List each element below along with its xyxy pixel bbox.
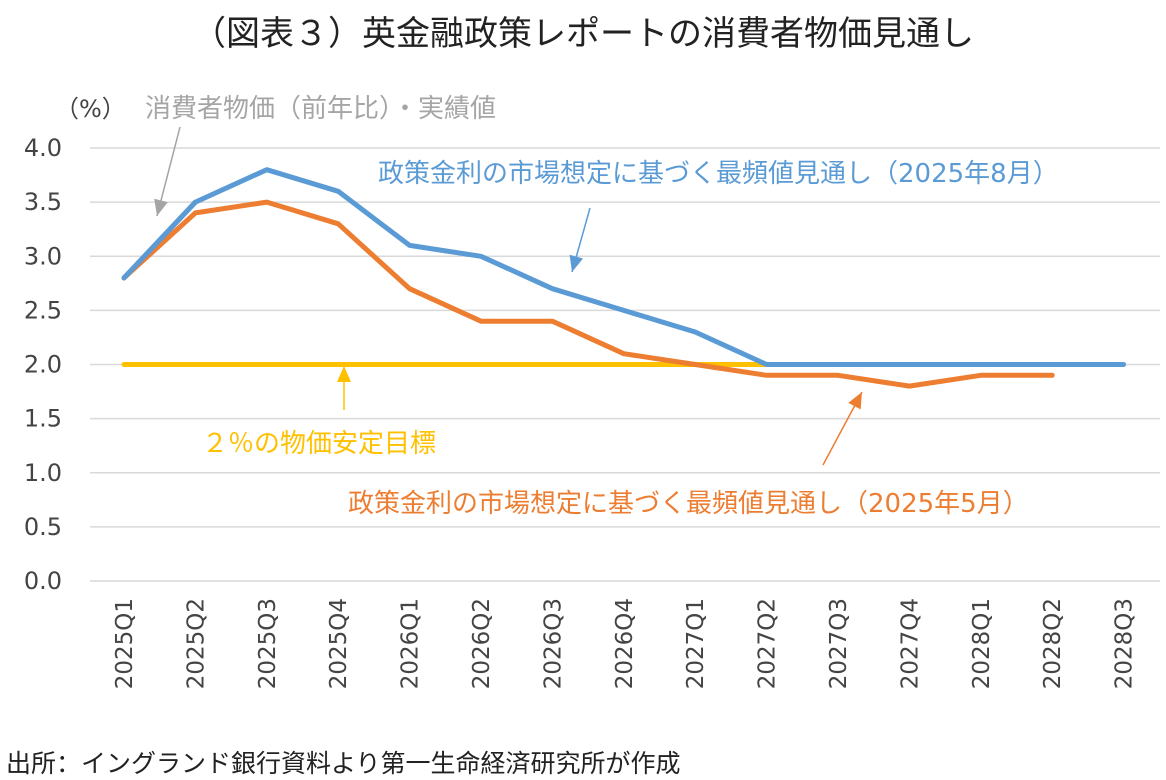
arrow-head xyxy=(337,366,351,382)
x-tick-label: 2027Q4 xyxy=(897,598,923,689)
annotation-aug: 政策金利の市場想定に基づく最頻値見通し（2025年8月） xyxy=(378,159,1059,189)
annotation-target: ２％の物価安定目標 xyxy=(202,429,436,459)
x-tick-label: 2028Q2 xyxy=(1040,598,1066,689)
x-tick-label: 2027Q3 xyxy=(826,598,852,689)
y-tick-label: 2.5 xyxy=(24,296,62,324)
series-line xyxy=(121,199,1055,389)
y-tick-label: 4.0 xyxy=(24,134,62,162)
annotation-actual: 消費者物価（前年比）・実績値 xyxy=(145,94,496,124)
y-tick-label: 0.0 xyxy=(24,567,62,595)
y-axis-ticks: 0.0 0.5 1.0 1.5 2.0 2.5 3.0 3.5 4.0 xyxy=(24,134,62,595)
x-tick-label: 2026Q2 xyxy=(469,598,495,689)
y-tick-label: 1.5 xyxy=(24,405,62,433)
y-tick-label: 0.5 xyxy=(24,513,62,541)
series-line xyxy=(121,167,1127,367)
x-tick-label: 2026Q3 xyxy=(540,598,566,689)
arrow-head xyxy=(569,254,584,272)
x-tick-label: 2028Q1 xyxy=(969,598,995,689)
x-tick-label: 2025Q2 xyxy=(183,598,209,689)
x-tick-label: 2028Q3 xyxy=(1112,598,1138,689)
chart-title: （図表３）英金融政策レポートの消費者物価見通し xyxy=(192,14,974,54)
y-tick-label: 3.0 xyxy=(24,242,62,270)
y-axis-unit: （%） xyxy=(55,95,126,123)
y-tick-label: 3.5 xyxy=(24,188,62,216)
arrow-head xyxy=(154,198,168,216)
y-tick-label: 1.0 xyxy=(24,459,62,487)
x-axis-ticks: 2025Q1 2025Q2 2025Q3 2025Q4 2026Q1 2026Q2 2026… xyxy=(112,598,1138,689)
x-tick-label: 2025Q3 xyxy=(255,598,281,689)
y-tick-label: 2.0 xyxy=(24,351,62,379)
x-tick-label: 2027Q2 xyxy=(755,598,781,689)
annotation-arrows xyxy=(154,126,863,466)
source-note: 出所：イングランド銀行資料より第一生命経済研究所が作成 xyxy=(6,749,681,778)
x-tick-label: 2026Q1 xyxy=(398,598,424,689)
x-tick-label: 2026Q4 xyxy=(612,598,638,689)
x-tick-label: 2025Q1 xyxy=(112,598,138,689)
x-tick-label: 2025Q4 xyxy=(326,598,352,689)
line-chart: 0.0 0.5 1.0 1.5 2.0 2.5 3.0 3.5 4.0 2025Q1 2025Q2… xyxy=(24,94,1160,689)
x-tick-label: 2027Q1 xyxy=(683,598,709,689)
annotation-may: 政策金利の市場想定に基づく最頻値見通し（2025年5月） xyxy=(348,489,1029,519)
arrow-head xyxy=(848,392,862,410)
series-lines xyxy=(121,167,1127,389)
